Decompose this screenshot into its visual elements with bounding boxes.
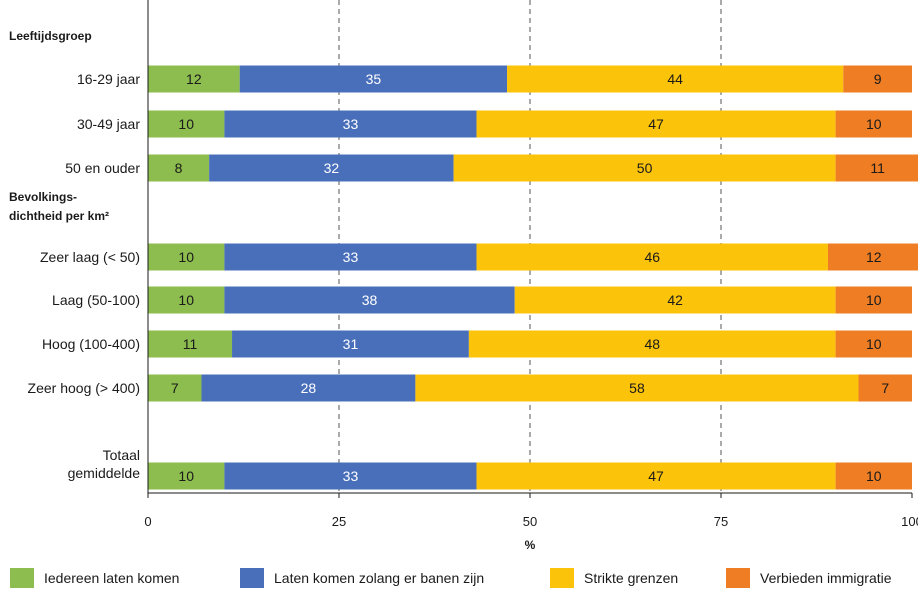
category-label: 50 en ouder [65,160,140,176]
group-labels: Leeftijdsgroep Bevolkings-dichtheid per k… [9,29,109,223]
bar-segment [148,154,210,182]
x-tick-label: 75 [714,514,728,529]
category-label: 30-49 jaar [77,116,140,132]
bar-value-label: 38 [362,292,378,308]
category-label: Totaal gemiddelde [68,447,141,481]
bar-value-label: 10 [178,249,194,265]
bar-segment [476,243,828,271]
bar-segment [835,462,912,490]
bar-value-labels: 12 35 44 9 10 33 47 10 8 32 50 11 10 33 46 12 10 38 42 10 11… [171,71,890,484]
category-label: Laag (50-100) [52,292,140,308]
bar-value-label: 11 [183,336,198,352]
bar-value-label: 42 [667,292,683,308]
bar-segment [201,374,416,402]
legend-label: Strikte grenzen [584,570,679,586]
bar-value-label: 44 [667,71,683,87]
bar-value-label: 10 [866,468,882,484]
bar-segment [476,462,836,490]
bar-value-label: 46 [644,249,660,265]
bar-segment [224,243,477,271]
bar-segment [148,330,233,358]
group-label: Leeftijdsgroep [9,29,92,43]
bar-value-label: 9 [874,71,882,87]
bar-segment [232,330,469,358]
legend-swatch [550,568,574,588]
bar-segment [835,154,918,182]
bar-segment [835,110,912,138]
bar-value-label: 33 [343,249,359,265]
bar-segment [827,243,918,271]
x-tick-label: 50 [523,514,537,529]
bar-value-label: 10 [866,292,882,308]
bar-segment [858,374,912,402]
bar-segment [835,330,912,358]
category-label: 16-29 jaar [77,71,140,87]
bar-value-label: 7 [881,380,889,396]
category-labels: 16-29 jaar 30-49 jaar 50 en ouder Zeer laag… [28,71,141,481]
bar-value-label: 47 [648,116,664,132]
legend-item: Iedereen laten komen [10,566,179,590]
bar-segment [148,243,225,271]
bar-value-label: 50 [637,160,653,176]
category-label: Zeer hoog (> 400) [28,380,140,396]
legend-swatch [240,568,264,588]
bar-value-label: 33 [343,116,359,132]
legend-swatch [726,568,750,588]
bar-segment [148,110,225,138]
bar-value-label: 58 [629,380,645,396]
bar-value-label: 10 [178,468,194,484]
bar-segment [148,286,225,314]
legend: Iedereen laten komen Laten komen zolang e… [10,566,915,590]
category-label: Zeer laag (< 50) [40,249,140,265]
bar-segment [148,462,225,490]
bar-value-label: 10 [866,116,882,132]
bar-value-label: 47 [648,468,664,484]
legend-swatch [10,568,34,588]
bar-value-label: 7 [171,380,179,396]
bar-segment [835,286,912,314]
x-tick-labels: 0 25 50 75 100 [144,493,918,529]
x-tick-label: 25 [332,514,346,529]
bar-value-label: 8 [175,160,183,176]
bar-segment [514,286,836,314]
category-label: Hoog (100-400) [42,336,140,352]
bar-value-label: 12 [186,71,202,87]
bar-segment [476,110,836,138]
bar-segment [468,330,836,358]
bar-value-label: 31 [343,336,359,352]
bar-value-label: 10 [866,336,882,352]
legend-label: Laten komen zolang er banen zijn [274,570,485,586]
legend-item: Strikte grenzen [550,566,678,590]
x-tick-label: 100 [901,514,918,529]
bars [148,65,918,490]
legend-label: Iedereen laten komen [44,570,180,586]
legend-item: Verbieden immigratie [726,566,892,590]
bar-value-label: 10 [178,292,194,308]
bar-segment [148,374,202,402]
bar-value-label: 12 [866,249,882,265]
bar-value-label: 32 [324,160,340,176]
legend-item: Laten komen zolang er banen zijn [240,566,484,590]
bar-segment [415,374,859,402]
bar-value-label: 11 [870,160,885,176]
bar-value-label: 35 [366,71,382,87]
legend-label: Verbieden immigratie [760,570,892,586]
bar-segment [209,154,454,182]
bar-segment [148,65,240,93]
bar-segment [224,286,515,314]
bar-segment [507,65,844,93]
bar-segment [453,154,836,182]
group-label: Bevolkings-dichtheid per km² [9,190,109,223]
bar-value-label: 33 [343,468,359,484]
bar-value-label: 10 [178,116,194,132]
bar-segment [843,65,912,93]
bar-segment [224,462,477,490]
bar-segment [224,110,477,138]
bar-segment [239,65,508,93]
x-tick-label: 0 [144,514,151,529]
bar-value-label: 48 [644,336,660,352]
bar-value-label: 28 [301,380,317,396]
x-axis-title: % [525,538,536,552]
